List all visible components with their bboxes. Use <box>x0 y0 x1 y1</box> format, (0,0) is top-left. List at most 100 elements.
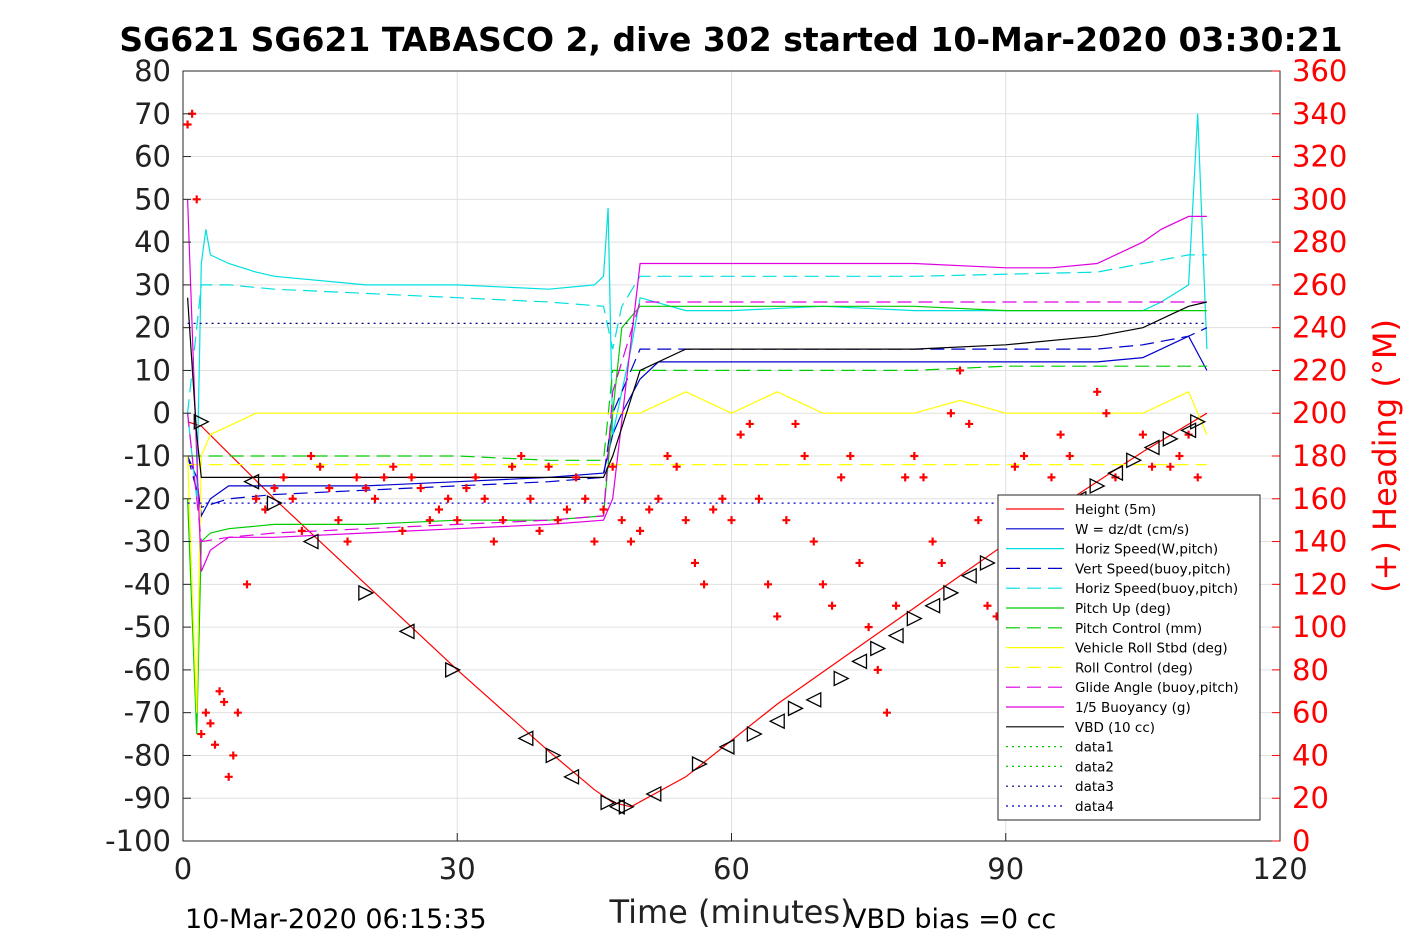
heading-point <box>389 462 398 471</box>
series-line-10 <box>187 199 1207 572</box>
left-tick-label: -90 <box>124 781 171 815</box>
heading-point <box>407 473 416 482</box>
depth-marker <box>746 726 763 743</box>
right-tick-label: 280 <box>1292 225 1347 259</box>
heading-point <box>608 462 617 471</box>
heading-point <box>508 462 517 471</box>
legend-entry: Vehicle Roll Stbd (deg) <box>1075 641 1228 657</box>
depth-marker <box>1089 477 1106 494</box>
right-axis: 3603403203002802602402202001801601401201… <box>1272 54 1347 858</box>
heading-point <box>416 484 425 493</box>
heading-point <box>233 708 242 717</box>
heading-point <box>846 452 855 460</box>
depth-marker <box>266 495 283 512</box>
heading-point <box>974 516 983 525</box>
heading-point <box>553 516 562 525</box>
left-tick-label: -10 <box>124 439 171 473</box>
heading-point <box>956 366 965 375</box>
depth-marker <box>445 661 462 678</box>
heading-point <box>837 473 846 482</box>
heading-point <box>201 708 210 717</box>
heading-point <box>800 452 809 460</box>
left-tick-label: 30 <box>134 268 171 302</box>
heading-point <box>937 558 946 567</box>
x-tick-label: 0 <box>174 852 192 886</box>
heading-point <box>252 494 261 503</box>
heading-point <box>288 494 297 503</box>
x-axis: 0 30 60 90 120 <box>174 833 1308 886</box>
depth-marker <box>517 730 534 747</box>
heading-point <box>210 740 219 749</box>
depth-marker <box>979 554 996 571</box>
heading-point <box>306 452 315 460</box>
heading-point <box>928 537 937 546</box>
left-tick-label: 40 <box>134 225 171 259</box>
heading-point <box>535 526 544 535</box>
depth-marker <box>924 597 941 614</box>
depth-marker <box>833 670 850 687</box>
heading-point <box>316 462 325 471</box>
heading-point <box>983 601 992 610</box>
left-tick-label: 20 <box>134 311 171 345</box>
depth-marker <box>851 653 868 670</box>
legend-entry: Pitch Up (deg) <box>1075 601 1171 617</box>
heading-point <box>626 537 635 546</box>
depth-marker <box>1190 413 1207 430</box>
heading-point <box>590 537 599 546</box>
heading-point <box>599 505 608 514</box>
heading-point <box>352 473 361 482</box>
heading-point <box>663 452 672 460</box>
heading-point <box>361 484 370 493</box>
heading-point <box>690 558 699 567</box>
heading-point <box>764 580 773 589</box>
heading-point <box>782 516 791 525</box>
depth-marker <box>243 473 260 490</box>
heading-point <box>864 623 873 632</box>
heading-point <box>489 537 498 546</box>
heading-point <box>444 494 453 503</box>
heading-point <box>709 505 718 514</box>
legend-entry: Roll Control (deg) <box>1075 660 1193 676</box>
right-tick-label: 220 <box>1292 353 1347 387</box>
right-tick-label: 260 <box>1292 268 1347 302</box>
heading-point <box>1193 473 1202 482</box>
legend-entry: data3 <box>1075 779 1114 795</box>
series-layer <box>187 113 1208 808</box>
heading-point <box>681 516 690 525</box>
depth-marker <box>608 798 625 815</box>
x-tick-label: 120 <box>1252 852 1307 886</box>
heading-point <box>1020 452 1029 460</box>
depth-marker <box>398 623 415 640</box>
heading-point <box>370 494 379 503</box>
depth-marker <box>1162 430 1179 447</box>
legend: Height (5m) W = dz/dt (cm/s) Horiz Speed(W… <box>997 494 1261 821</box>
heading-point <box>526 494 535 503</box>
heading-point <box>517 452 526 460</box>
series-line-9 <box>187 301 1207 543</box>
footer-vbd-bias: VBD bias =0 cc <box>848 904 1056 935</box>
heading-point <box>453 516 462 525</box>
heading-markers <box>183 109 1202 781</box>
heading-point <box>636 526 645 535</box>
heading-point <box>572 473 581 482</box>
heading-point <box>544 462 553 471</box>
heading-point <box>727 516 736 525</box>
series-line-4 <box>187 254 1207 414</box>
depth-marker <box>906 610 923 627</box>
heading-point <box>270 484 279 493</box>
legend-entry: W = dz/dt (cm/s) <box>1075 522 1189 538</box>
heading-point <box>434 505 443 514</box>
heading-point <box>1138 430 1147 439</box>
depth-marker <box>870 640 887 657</box>
heading-point <box>242 580 251 589</box>
right-tick-label: 240 <box>1292 311 1347 345</box>
heading-point <box>197 730 206 739</box>
chart-title: SG621 SG621 TABASCO 2, dive 302 started … <box>119 20 1342 59</box>
depth-marker <box>1106 465 1124 482</box>
heading-point <box>736 430 745 439</box>
heading-point <box>325 484 334 493</box>
right-tick-label: 200 <box>1292 396 1347 430</box>
x-axis-label: Time (minutes) <box>609 893 853 931</box>
heading-point <box>334 516 343 525</box>
legend-entry: Glide Angle (buoy,pitch) <box>1075 680 1239 696</box>
